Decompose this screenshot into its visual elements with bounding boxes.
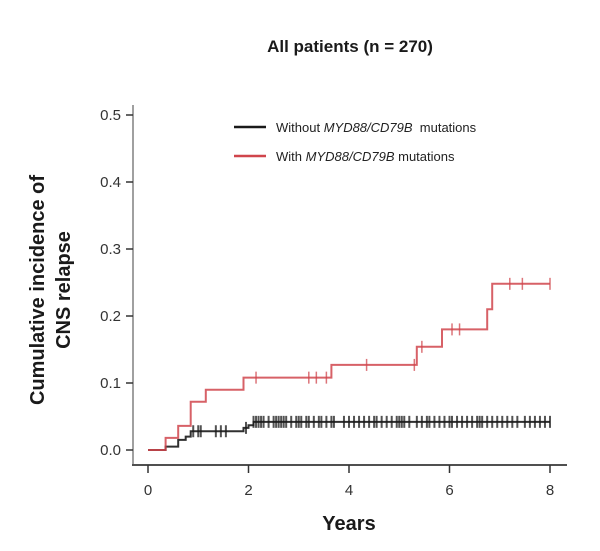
y-tick-label: 0.0 bbox=[100, 442, 121, 459]
legend-label-part: With bbox=[276, 149, 306, 164]
y-axis-title-line-2: CNS relapse bbox=[53, 231, 75, 349]
x-ticks: 0 2 4 6 8 bbox=[144, 465, 554, 499]
x-tick-label: 2 bbox=[244, 482, 252, 499]
y-axis-title: Cumulative incidence of CNS relapse bbox=[27, 175, 75, 405]
y-tick-label: 0.3 bbox=[100, 241, 121, 258]
y-tick-label: 0.5 bbox=[100, 107, 121, 124]
legend-label-gene: MYD88/CD79B bbox=[306, 149, 395, 164]
y-tick-label: 0.2 bbox=[100, 308, 121, 325]
legend-label-part: Without bbox=[276, 120, 324, 135]
y-ticks: 0.0 0.1 0.2 0.3 0.4 0.5 bbox=[100, 107, 133, 459]
y-tick-label: 0.1 bbox=[100, 375, 121, 392]
series-line bbox=[148, 420, 550, 451]
y-tick-label: 0.4 bbox=[100, 174, 121, 191]
legend-item-with-mutations: With MYD88/CD79B mutations bbox=[234, 149, 455, 164]
chart-title: All patients (n = 270) bbox=[267, 37, 433, 56]
x-tick-label: 4 bbox=[345, 482, 353, 499]
x-axis-title: Years bbox=[322, 513, 375, 535]
y-axis-title-line-1: Cumulative incidence of bbox=[27, 175, 49, 405]
x-tick-label: 8 bbox=[546, 482, 554, 499]
series-layer bbox=[148, 277, 551, 451]
series-with-mutations bbox=[148, 277, 551, 451]
legend-label-part: mutations bbox=[395, 149, 455, 164]
legend-label-part: mutations bbox=[413, 120, 477, 135]
x-tick-label: 0 bbox=[144, 482, 152, 499]
legend-item-without-mutations: Without MYD88/CD79B mutations bbox=[234, 120, 477, 135]
series-without-mutations bbox=[148, 415, 551, 451]
series-line bbox=[148, 282, 550, 451]
legend-label-gene: MYD88/CD79B bbox=[324, 120, 413, 135]
legend-label-with-mutations: With MYD88/CD79B mutations bbox=[276, 149, 455, 164]
x-tick-label: 6 bbox=[445, 482, 453, 499]
legend-label-without-mutations: Without MYD88/CD79B mutations bbox=[276, 120, 477, 135]
legend: Without MYD88/CD79B mutations With MYD88… bbox=[234, 120, 477, 164]
